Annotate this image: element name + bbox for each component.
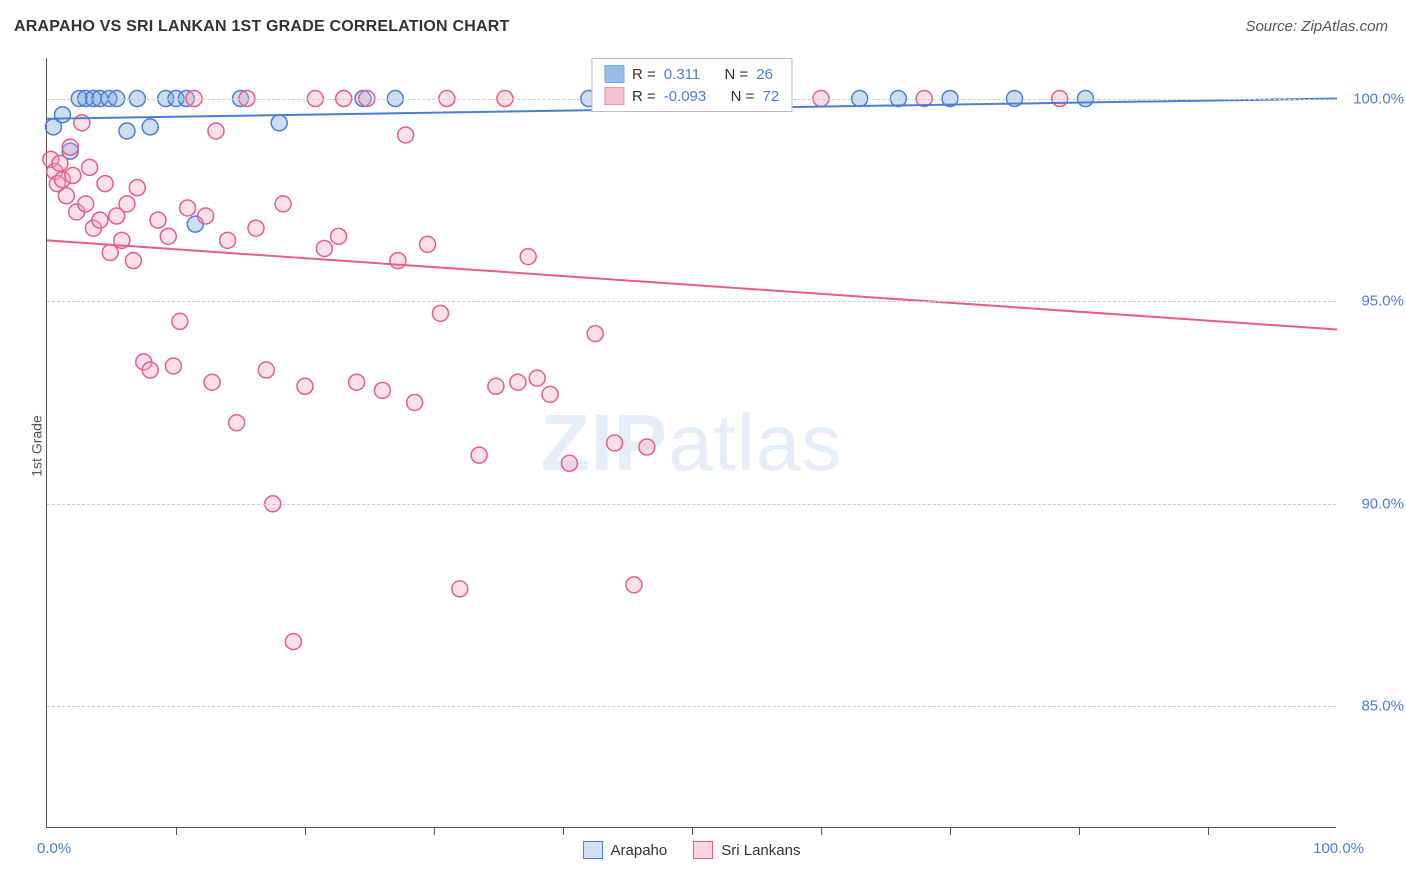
data-point [398, 127, 414, 143]
data-point [119, 196, 135, 212]
gridline [47, 706, 1336, 707]
x-tick [692, 827, 693, 835]
y-tick-label: 85.0% [1344, 698, 1404, 715]
x-tick [950, 827, 951, 835]
r-value: -0.093 [664, 88, 707, 105]
data-point [62, 139, 78, 155]
data-point [198, 208, 214, 224]
data-point [529, 370, 545, 386]
n-label: N = [724, 66, 748, 83]
data-point [172, 313, 188, 329]
x-tick [305, 827, 306, 835]
legend-row: R = 0.311 N = 26 [600, 63, 783, 85]
data-point [407, 394, 423, 410]
y-tick-label: 95.0% [1344, 293, 1404, 310]
data-point [160, 228, 176, 244]
data-point [271, 115, 287, 131]
data-point [297, 378, 313, 394]
plot-area: ZIPatlas 85.0%90.0%95.0%100.0% 0.0% 100.… [46, 58, 1336, 828]
data-point [471, 447, 487, 463]
legend-swatch [693, 841, 713, 859]
legend-swatch [604, 65, 624, 83]
data-point [102, 245, 118, 261]
data-point [65, 168, 81, 184]
data-point [92, 212, 108, 228]
data-point [125, 253, 141, 269]
legend-label: Sri Lankans [721, 842, 800, 859]
y-tick-label: 100.0% [1344, 90, 1404, 107]
data-point [82, 159, 98, 175]
data-point [150, 212, 166, 228]
data-point [129, 180, 145, 196]
legend-swatch [583, 841, 603, 859]
x-tick [563, 827, 564, 835]
data-point [119, 123, 135, 139]
data-point [420, 236, 436, 252]
data-point [639, 439, 655, 455]
data-point [607, 435, 623, 451]
legend-row: R = -0.093 N = 72 [600, 85, 783, 107]
bottom-legend-item: Arapaho [583, 841, 668, 859]
legend-label: Arapaho [611, 842, 668, 859]
data-point [204, 374, 220, 390]
n-label: N = [731, 88, 755, 105]
data-point [142, 119, 158, 135]
data-point [54, 107, 70, 123]
y-axis-label: 1st Grade [29, 415, 45, 476]
data-point [52, 155, 68, 171]
data-point [275, 196, 291, 212]
trend-line [47, 240, 1337, 329]
x-axis-max-label: 100.0% [1313, 840, 1364, 857]
data-point [432, 305, 448, 321]
y-tick-label: 90.0% [1344, 495, 1404, 512]
data-point [78, 196, 94, 212]
correlation-legend: R = 0.311 N = 26R =-0.093 N = 72 [591, 58, 792, 112]
x-tick [1079, 827, 1080, 835]
r-label: R = [632, 88, 656, 105]
data-point [97, 176, 113, 192]
data-point [520, 249, 536, 265]
data-point [208, 123, 224, 139]
data-point [58, 188, 74, 204]
data-point [285, 634, 301, 650]
data-point [390, 253, 406, 269]
data-point [142, 362, 158, 378]
x-tick [434, 827, 435, 835]
n-value: 26 [756, 66, 773, 83]
data-point [229, 415, 245, 431]
data-point [561, 455, 577, 471]
n-value: 72 [762, 88, 779, 105]
data-point [488, 378, 504, 394]
data-point [542, 386, 558, 402]
gridline [47, 504, 1336, 505]
data-point [180, 200, 196, 216]
legend-swatch [604, 87, 624, 105]
r-label: R = [632, 66, 656, 83]
r-value: 0.311 [664, 66, 700, 83]
data-point [374, 382, 390, 398]
bottom-legend-item: Sri Lankans [693, 841, 800, 859]
data-point [248, 220, 264, 236]
data-point [220, 232, 236, 248]
data-point [258, 362, 274, 378]
chart-title: ARAPAHO VS SRI LANKAN 1ST GRADE CORRELAT… [14, 18, 509, 36]
x-tick [176, 827, 177, 835]
data-point [452, 581, 468, 597]
scatter-svg [47, 58, 1337, 828]
data-point [626, 577, 642, 593]
data-point [165, 358, 181, 374]
bottom-legend: Arapaho Sri Lankans [583, 841, 801, 859]
data-point [349, 374, 365, 390]
x-tick [1208, 827, 1209, 835]
source-attribution: Source: ZipAtlas.com [1245, 18, 1388, 35]
gridline [47, 301, 1336, 302]
x-tick [821, 827, 822, 835]
data-point [587, 326, 603, 342]
data-point [510, 374, 526, 390]
data-point [316, 240, 332, 256]
data-point [331, 228, 347, 244]
x-axis-min-label: 0.0% [37, 840, 71, 857]
